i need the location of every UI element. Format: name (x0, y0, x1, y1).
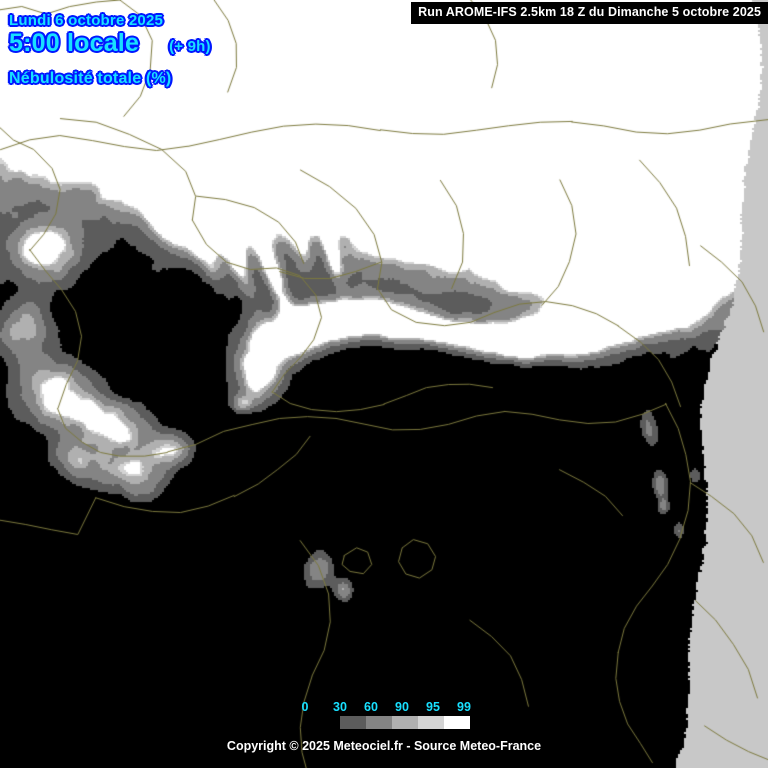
forecast-time: 5:00 locale (9, 29, 140, 57)
legend-tick-labels: 0 30 60 90 95 99 (296, 700, 486, 715)
legend-color-swatches (340, 716, 470, 729)
legend-swatch-3 (418, 716, 444, 729)
legend-label-60: 60 (364, 700, 378, 714)
legend-swatch-4 (444, 716, 470, 729)
forecast-offset: (+ 9h) (169, 38, 211, 55)
legend-label-90: 90 (395, 700, 409, 714)
legend-swatch-2 (392, 716, 418, 729)
legend-swatch-0 (340, 716, 366, 729)
model-run-info: Run AROME-IFS 2.5km 18 Z du Dimanche 5 o… (411, 2, 768, 24)
legend-label-0: 0 (301, 700, 309, 714)
legend-label-99: 99 (457, 700, 471, 714)
parameter-label: Nébulosité totale (%) (9, 70, 172, 87)
cloud-cover-legend: 0 30 60 90 95 99 (296, 700, 486, 730)
forecast-date: Lundi 6 octobre 2025 (9, 12, 164, 29)
copyright-notice: Copyright © 2025 Meteociel.fr - Source M… (226, 739, 542, 753)
legend-swatch-1 (366, 716, 392, 729)
legend-label-95: 95 (426, 700, 440, 714)
legend-label-30: 30 (333, 700, 347, 714)
forecast-time-row: 5:00 locale (+ 9h) (9, 30, 211, 56)
